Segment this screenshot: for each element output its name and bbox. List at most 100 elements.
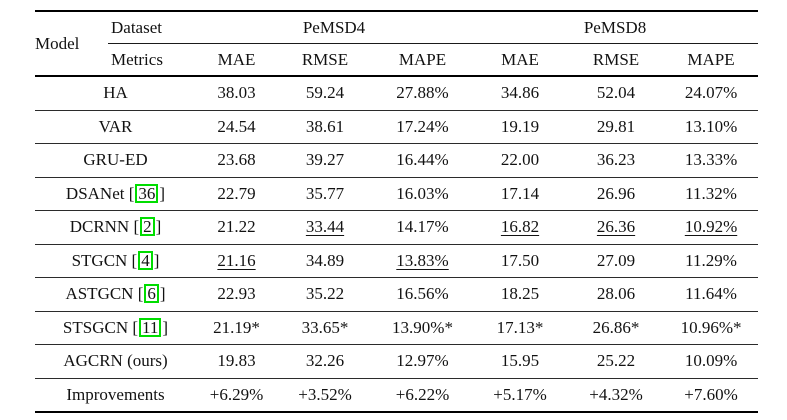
metric-value: 29.81: [596, 116, 636, 136]
metric-value: 23.68: [217, 150, 256, 170]
metric-value: 34.86: [500, 83, 540, 103]
header-metrics-label: Metrics: [108, 43, 196, 77]
metric-value: 27.88%: [396, 83, 449, 103]
metric-value-cell: 16.03%: [373, 177, 472, 211]
metric-value: 17.14: [500, 183, 540, 203]
metric-value: 27.09: [596, 250, 636, 270]
metric-value: 52.04: [596, 83, 636, 103]
model-name-cell: ASTGCN [6]: [65, 284, 166, 304]
metric-value: 16.44%: [396, 150, 449, 170]
metric-value: 11.32%: [685, 183, 737, 203]
metric-value-cell: 23.68: [196, 144, 277, 178]
metric-value: 13.90%*: [392, 317, 453, 337]
metric-value-cell: 18.25: [472, 278, 568, 312]
model-name-cell: GRU-ED: [83, 150, 148, 170]
metric-value-cell: 26.36: [568, 211, 664, 245]
metric-value: 21.19*: [213, 317, 260, 337]
metric-value: +6.22%: [395, 384, 450, 404]
citation-link[interactable]: 6: [144, 284, 159, 304]
metric-value: 35.22: [305, 284, 345, 304]
table-row: ASTGCN [6] 22.93 35.22 16.56% 18.25 28.0…: [35, 278, 759, 312]
metric-value-cell: 16.56%: [373, 278, 472, 312]
header-metric-rmse-pemsd4: RMSE: [277, 43, 373, 77]
metric-value: 33.44: [305, 217, 345, 237]
metric-value: 14.17%: [396, 217, 449, 237]
header-dataset-pemsd8: PeMSD8: [472, 11, 759, 44]
metric-value-cell: 21.19*: [196, 311, 277, 345]
metric-value-cell: 16.82: [472, 211, 568, 245]
metric-value: 26.36: [596, 217, 636, 237]
citation-link[interactable]: 36: [135, 183, 159, 203]
metric-value-cell: 35.22: [277, 278, 373, 312]
metric-value-cell: 14.17%: [373, 211, 472, 245]
metric-value-cell: 10.92%: [664, 211, 758, 245]
header-dataset-label: Dataset: [108, 11, 196, 44]
model-name-cell: STGCN [4]: [71, 250, 160, 270]
metric-value-cell: 11.29%: [664, 244, 758, 278]
model-name-cell: AGCRN (ours): [63, 351, 168, 371]
results-table-container: Model Dataset PeMSD4 PeMSD8 Metrics MAE …: [35, 10, 759, 413]
citation-link[interactable]: 4: [138, 250, 153, 270]
metric-value: 38.61: [305, 116, 345, 136]
metric-value-cell: 34.86: [472, 76, 568, 110]
metric-value-cell: 13.90%*: [373, 311, 472, 345]
metric-value-cell: 11.64%: [664, 278, 758, 312]
metric-value: +4.32%: [589, 384, 643, 404]
header-row-metrics: Metrics MAE RMSE MAPE MAE RMSE MAPE: [35, 43, 759, 77]
metric-value: 10.09%: [684, 351, 738, 371]
metric-value: +5.17%: [493, 384, 547, 404]
metric-value: 19.19: [500, 116, 540, 136]
metric-value-cell: 25.22: [568, 345, 664, 379]
metric-value-cell: 59.24: [277, 76, 373, 110]
metric-value: 16.03%: [396, 183, 449, 203]
metric-value-cell: 32.26: [277, 345, 373, 379]
metric-value: 17.50: [500, 250, 540, 270]
metric-value: 10.96%*: [680, 317, 742, 337]
metric-value-cell: 10.09%: [664, 345, 758, 379]
metric-value-cell: 17.13*: [472, 311, 568, 345]
metric-value: 10.92%: [684, 217, 738, 237]
metric-value: 33.65*: [301, 317, 349, 337]
metric-value: 59.24: [305, 83, 345, 103]
metric-value-cell: 33.44: [277, 211, 373, 245]
metric-value: 13.33%: [684, 150, 738, 170]
metric-value-cell: +7.60%: [664, 378, 758, 412]
metric-value-cell: 38.03: [196, 76, 277, 110]
metric-value: 13.10%: [684, 116, 738, 136]
metric-value-cell: 21.16: [196, 244, 277, 278]
metric-value-cell: 19.19: [472, 110, 568, 144]
metric-value: 21.16: [217, 250, 256, 270]
metric-value: +7.60%: [684, 384, 738, 404]
model-name-cell: HA: [103, 83, 128, 103]
metric-value: 32.26: [305, 351, 345, 371]
metric-value: 34.89: [305, 250, 345, 270]
metric-value: 15.95: [500, 351, 540, 371]
metric-value-cell: 39.27: [277, 144, 373, 178]
citation-link[interactable]: 11: [139, 317, 162, 337]
header-model-label: Model: [35, 11, 108, 77]
metric-value-cell: 52.04: [568, 76, 664, 110]
metric-value-cell: 16.44%: [373, 144, 472, 178]
model-name-cell: DSANet [36]: [65, 183, 166, 203]
metric-value: 25.22: [596, 351, 636, 371]
table-row: STSGCN [11] 21.19* 33.65* 13.90%* 17.13*…: [35, 311, 759, 345]
metric-value-cell: 17.50: [472, 244, 568, 278]
metric-value: 11.29%: [685, 250, 737, 270]
metric-value-cell: 22.00: [472, 144, 568, 178]
metric-value: +6.29%: [209, 384, 264, 404]
metric-value: 26.86*: [592, 317, 640, 337]
citation-link[interactable]: 2: [140, 217, 155, 237]
table-row: HA 38.03 59.24 27.88% 34.86 52.04 24.07%: [35, 76, 759, 110]
header-row-datasets: Model Dataset PeMSD4 PeMSD8: [35, 11, 759, 77]
table-row: GRU-ED 23.68 39.27 16.44% 22.00 36.23 13…: [35, 144, 759, 178]
metric-value-cell: 12.97%: [373, 345, 472, 379]
model-name-cell: STSGCN [11]: [62, 317, 169, 337]
metric-value: 24.54: [217, 116, 256, 136]
metric-value: 19.83: [217, 351, 256, 371]
table-row: AGCRN (ours) 19.83 32.26 12.97% 15.95 25…: [35, 345, 759, 379]
header-dataset-pemsd4: PeMSD4: [196, 11, 473, 44]
table-row: DSANet [36] 22.79 35.77 16.03% 17.14 26.…: [35, 177, 759, 211]
metric-value-cell: 26.86*: [568, 311, 664, 345]
model-name-cell: VAR: [98, 116, 133, 136]
metric-value-cell: 38.61: [277, 110, 373, 144]
